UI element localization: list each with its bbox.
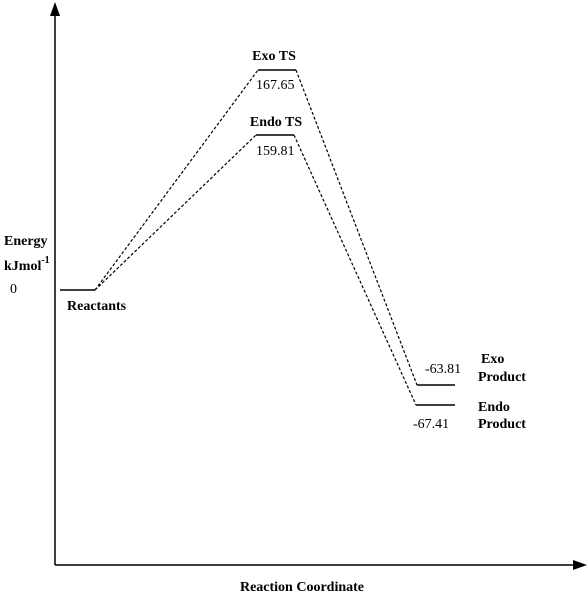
y-unit: kJmol-1 [4,255,50,274]
y-unit-exponent: -1 [41,255,49,266]
connector [293,134,417,406]
level-energy: 167.65 [256,78,295,93]
level-energy: 159.81 [256,144,295,159]
x-axis-arrow [573,560,587,570]
y-axis-arrow [50,2,60,16]
connector [94,69,259,291]
level-energy: -63.81 [425,362,461,377]
level-label: Reactants [67,299,127,314]
level-label: Exo TS [252,49,296,64]
connector [295,69,418,386]
level-label: Product [478,370,526,385]
x-label: Reaction Coordinate [240,580,364,595]
level-label: Exo [481,352,504,367]
level-label: Endo [478,400,510,415]
y-label: Energy [4,234,48,249]
level-energy: -67.41 [413,417,449,432]
zero-label: 0 [10,282,17,297]
level-label: Product [478,417,526,432]
connector [94,134,257,291]
level-label: Endo TS [250,115,302,130]
y-unit-base: kJmol [4,259,41,274]
